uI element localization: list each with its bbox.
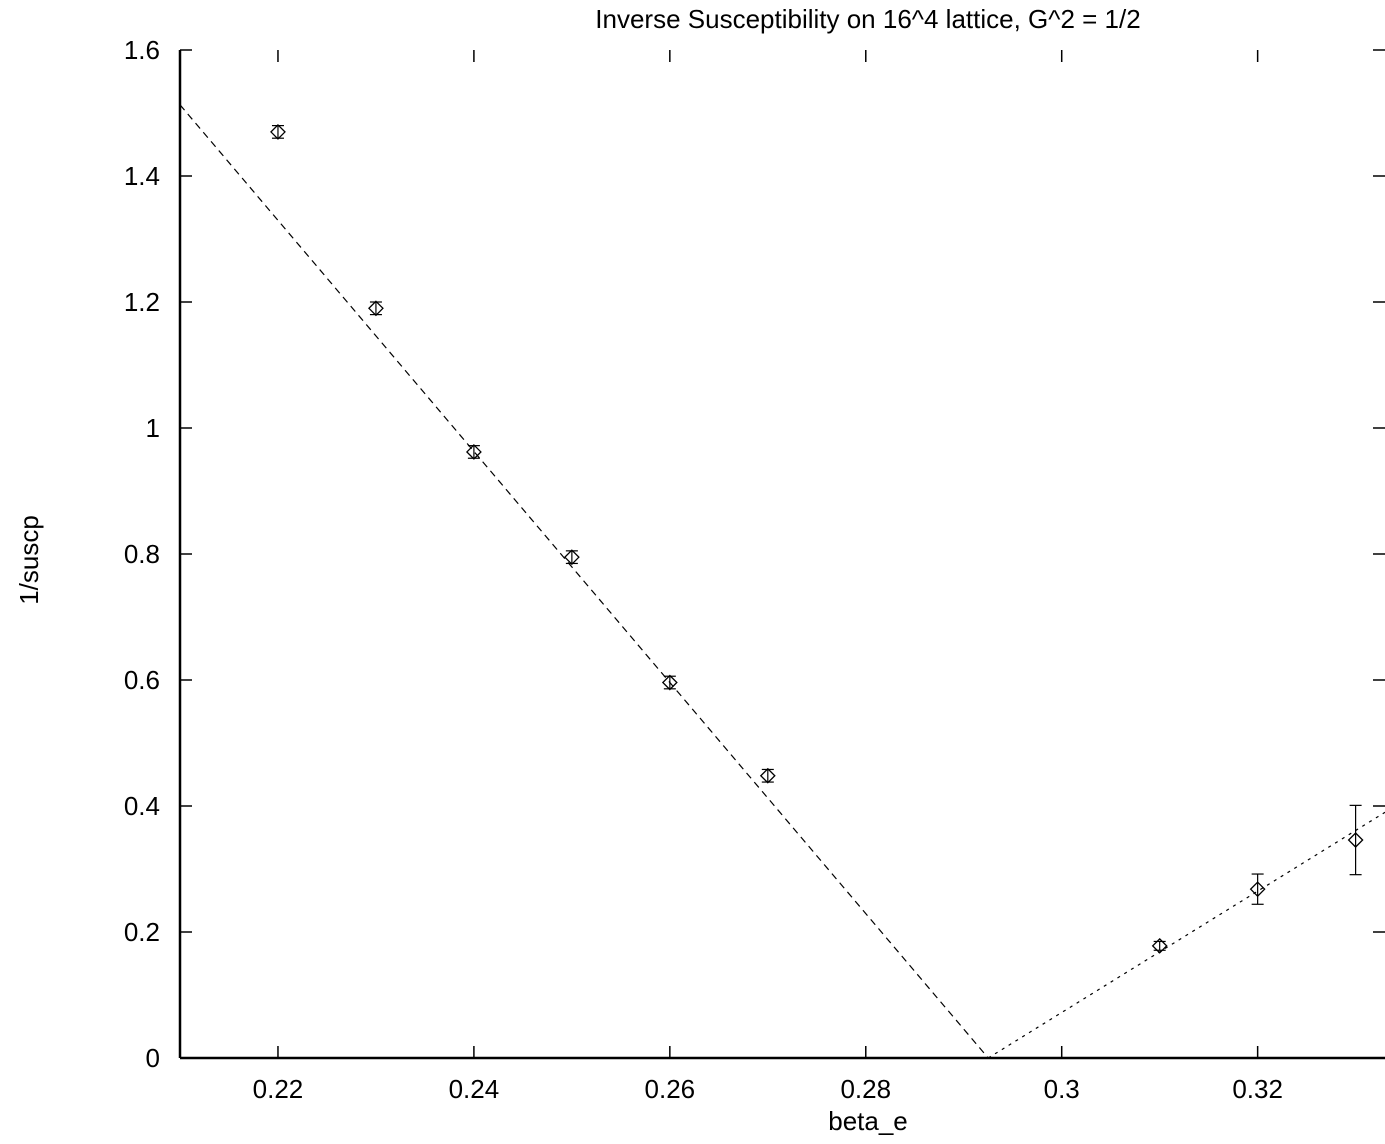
y-tick-label: 1.2 bbox=[124, 287, 160, 317]
y-tick-label: 0.2 bbox=[124, 917, 160, 947]
data-point-diamond bbox=[270, 123, 286, 140]
y-tick-label: 0 bbox=[146, 1043, 160, 1073]
x-axis-label: beta_e bbox=[828, 1106, 908, 1136]
data-point-diamond bbox=[563, 549, 580, 566]
fit-lines bbox=[179, 104, 1385, 1059]
y-axis-label: 1/suscp bbox=[14, 515, 44, 605]
x-tick-label: 0.32 bbox=[1232, 1074, 1283, 1104]
x-tick-label: 0.26 bbox=[645, 1074, 696, 1104]
data-point-diamond bbox=[759, 767, 776, 784]
data-points bbox=[270, 123, 1364, 954]
data-point-diamond bbox=[465, 444, 482, 460]
y-tick-label: 0.8 bbox=[124, 539, 160, 569]
data-point-diamond bbox=[661, 674, 678, 691]
y-tick-label: 0.4 bbox=[124, 791, 160, 821]
x-tick-label: 0.24 bbox=[449, 1074, 500, 1104]
data-point-diamond bbox=[1347, 832, 1364, 848]
y-axis-ticks: 0 0.2 0.4 0.6 0.8 1 1.2 1.4 1.6 bbox=[124, 35, 1385, 1073]
x-tick-label: 0.3 bbox=[1044, 1074, 1080, 1104]
fit-line-dotted bbox=[987, 811, 1385, 1059]
data-point-diamond bbox=[1151, 937, 1168, 954]
y-tick-label: 1.6 bbox=[124, 35, 160, 65]
y-tick-label: 1 bbox=[146, 413, 160, 443]
fit-line-dashed bbox=[179, 104, 989, 1059]
y-tick-label: 1.4 bbox=[124, 161, 160, 191]
x-tick-label: 0.22 bbox=[253, 1074, 304, 1104]
x-tick-label: 0.28 bbox=[840, 1074, 891, 1104]
data-point-diamond bbox=[1249, 881, 1266, 898]
plot-frame bbox=[178, 50, 1385, 1060]
x-axis-ticks: 0.22 0.24 0.26 0.28 0.3 0.32 bbox=[253, 50, 1283, 1104]
data-point-diamond bbox=[368, 300, 384, 317]
y-tick-label: 0.6 bbox=[124, 665, 160, 695]
chart-title: Inverse Susceptibility on 16^4 lattice, … bbox=[595, 4, 1140, 34]
